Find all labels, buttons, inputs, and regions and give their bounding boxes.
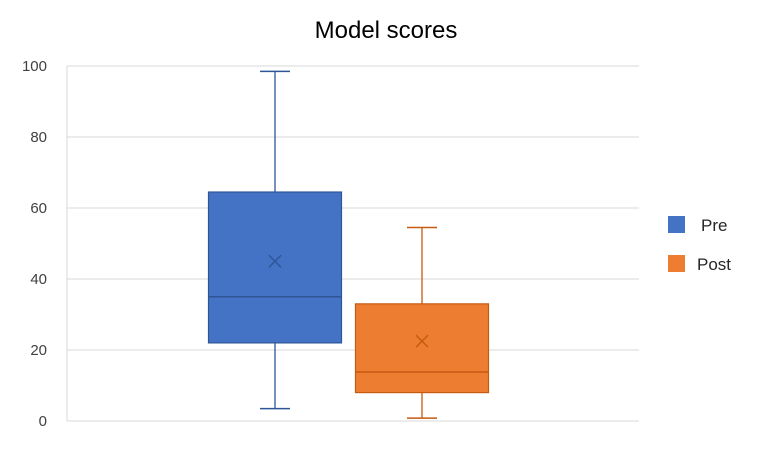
y-tick-label: 40 <box>30 271 47 288</box>
legend-swatch-pre <box>668 216 685 233</box>
legend: Pre Post <box>668 216 731 274</box>
box-pre <box>207 191 343 344</box>
gridlines <box>67 65 639 422</box>
legend-swatch-post <box>668 255 685 272</box>
chart-title: Model scores <box>315 17 458 44</box>
y-tick-label: 20 <box>30 342 47 359</box>
mean-marker-pre <box>268 254 282 268</box>
legend-label-pre: Pre <box>701 216 727 235</box>
y-tick-label: 100 <box>22 58 47 75</box>
legend-label-post: Post <box>697 255 731 274</box>
box-series-group <box>207 70 490 419</box>
mean-marker-post <box>415 334 429 348</box>
y-tick-label: 80 <box>30 129 47 146</box>
y-axis: 100 80 60 40 20 0 <box>22 58 68 430</box>
box-post <box>354 303 490 394</box>
y-tick-label: 0 <box>39 413 47 430</box>
y-tick-label: 60 <box>30 200 47 217</box>
